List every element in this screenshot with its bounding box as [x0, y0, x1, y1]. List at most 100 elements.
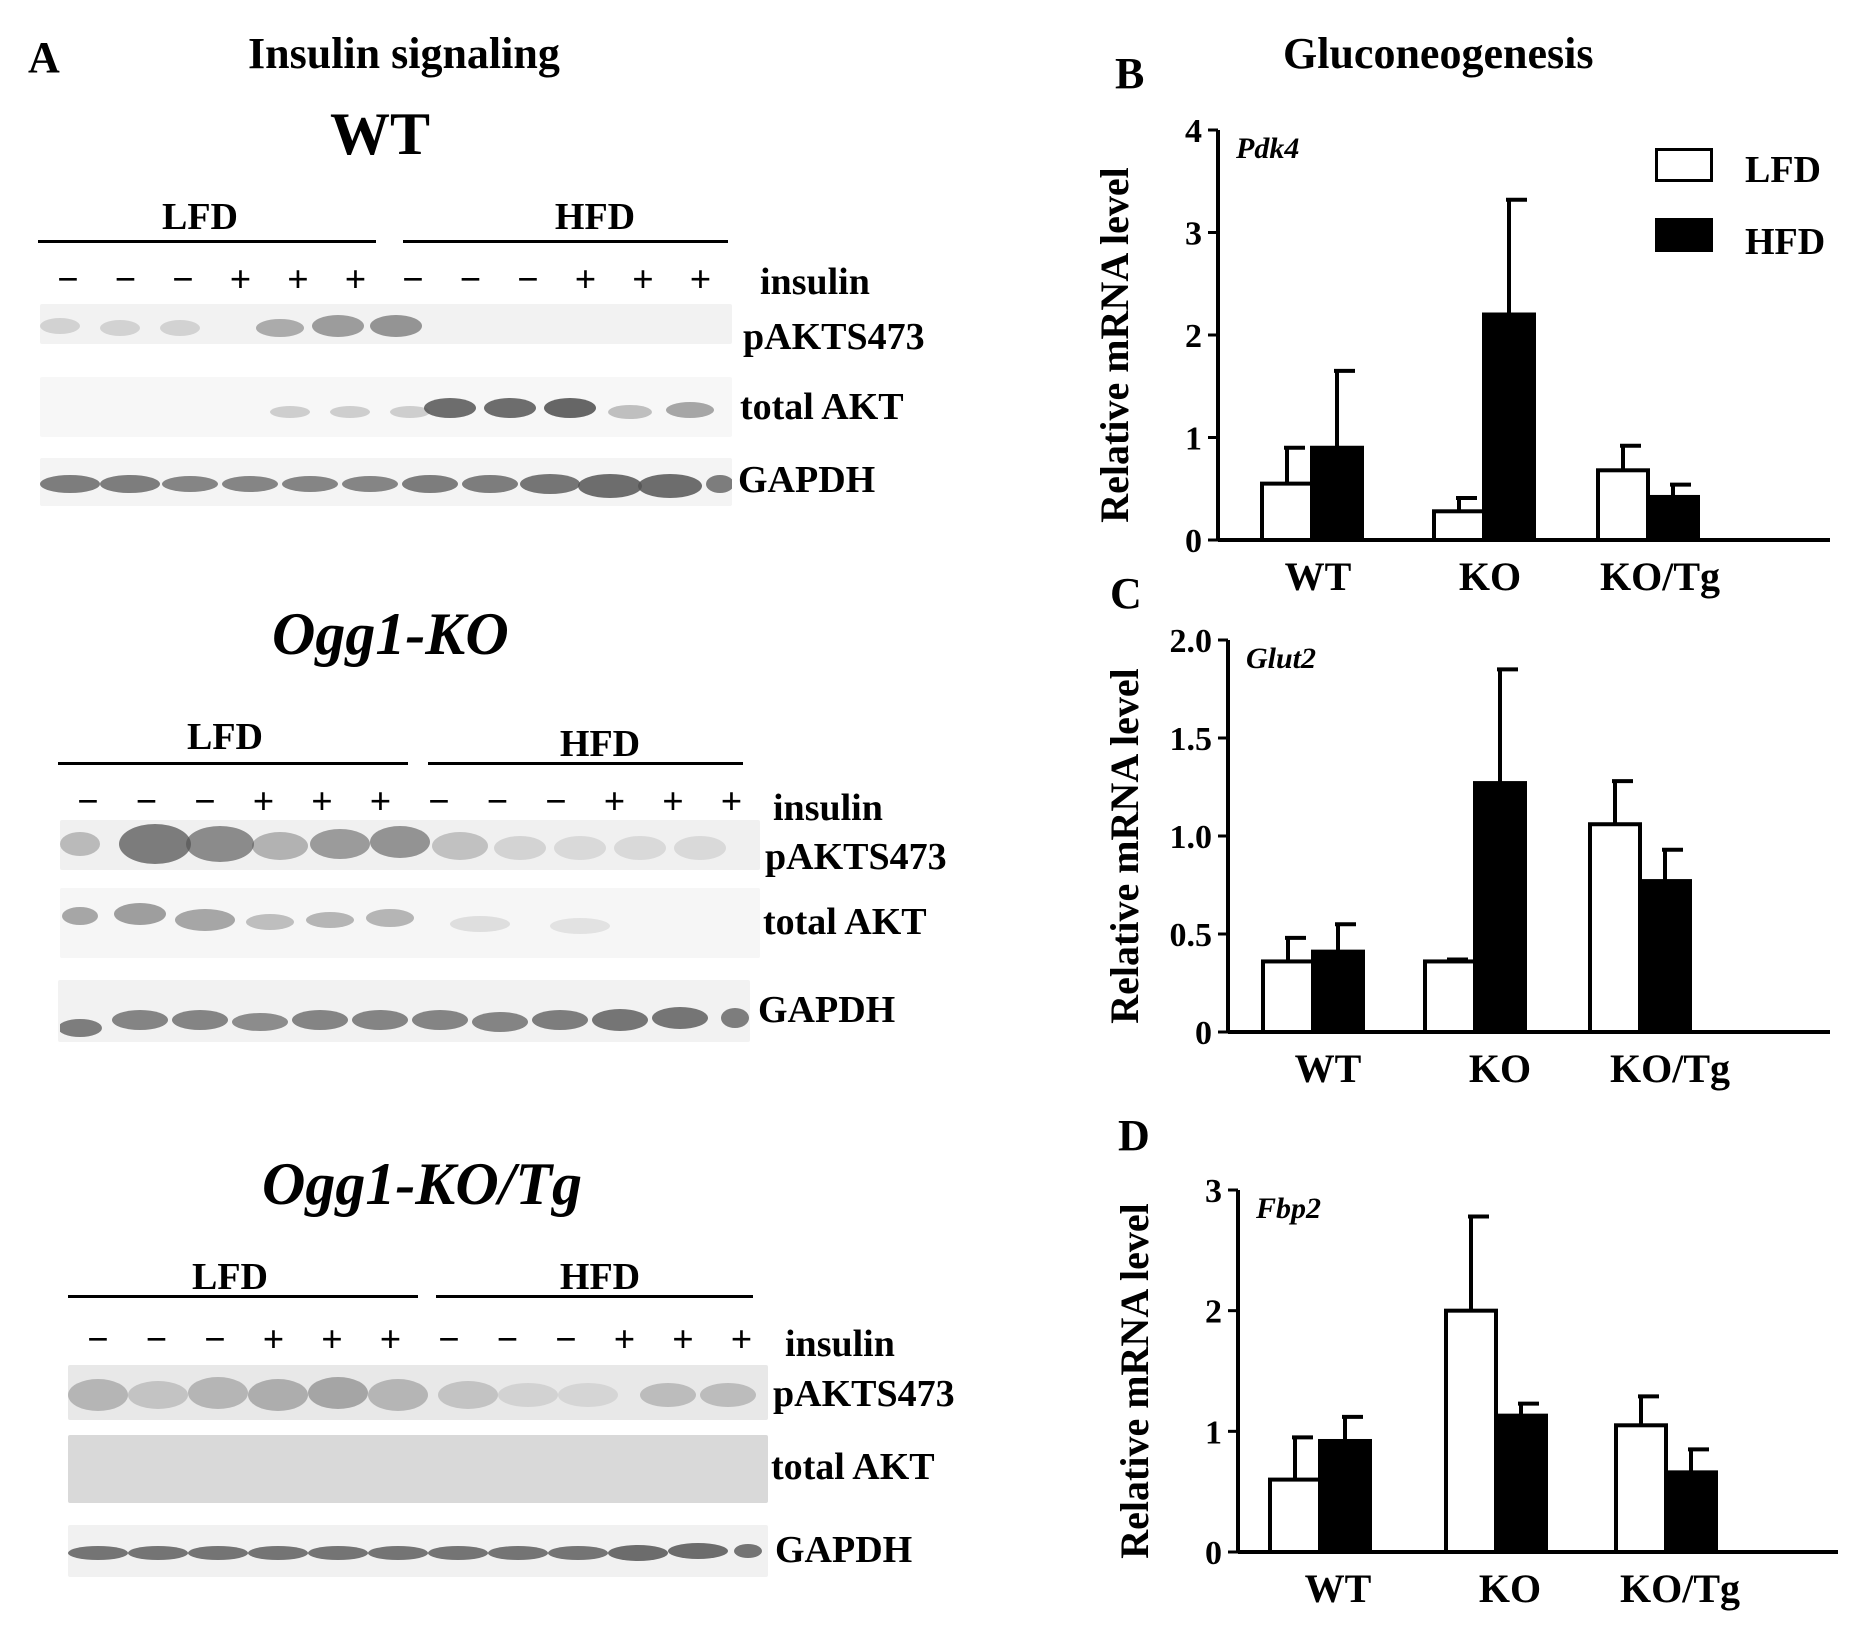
band [592, 1009, 648, 1031]
insulin-minus-sign: − [204, 1319, 226, 1361]
band [175, 909, 235, 931]
band [498, 1383, 558, 1407]
genotype-title: Ogg1-KO/Tg [262, 1151, 582, 1217]
band [638, 474, 702, 498]
bar-hfd [1482, 312, 1536, 542]
x-category-label: WT [1285, 554, 1352, 599]
band [330, 406, 370, 418]
row-label-total-akt: total AKT [763, 901, 927, 943]
legend-swatch-hfd [1655, 218, 1713, 252]
band [462, 475, 518, 493]
y-tick-label: 1.0 [1170, 819, 1213, 856]
row-label-pakts473: pAKTS473 [773, 1373, 955, 1415]
y-tick-label: 1 [1205, 1414, 1222, 1451]
insulin-plus-sign: + [613, 1319, 636, 1361]
insulin-plus-sign: + [311, 781, 333, 823]
bar-lfd [1588, 822, 1642, 1034]
band [60, 1019, 102, 1037]
x-category-label: KO [1479, 1566, 1541, 1611]
insulin-label: insulin [760, 261, 870, 303]
bar-lfd [1596, 468, 1650, 542]
insulin-plus-sign: + [287, 259, 309, 301]
band [282, 476, 338, 492]
band [484, 398, 536, 418]
band [472, 1012, 528, 1032]
row-label-total-akt: total AKT [771, 1446, 935, 1488]
band [366, 909, 414, 927]
band [674, 836, 726, 860]
insulin-minus-sign: − [87, 1319, 109, 1361]
genotype-title: Ogg1-KO [272, 601, 509, 667]
y-axis-label: Relative mRNA level [1102, 668, 1147, 1023]
band [520, 474, 580, 494]
band [60, 832, 100, 856]
band [494, 836, 546, 860]
row-label-pakts473: pAKTS473 [765, 836, 947, 878]
band [532, 1010, 588, 1030]
bar-hfd [1310, 445, 1364, 542]
y-tick-label: 2 [1185, 318, 1202, 355]
band [40, 318, 80, 334]
band [306, 912, 354, 928]
band [68, 1379, 128, 1411]
band [370, 826, 430, 858]
chart-panel-d: D 0 1 2 3 Relative mRNA level Fbp2 WT KO KO/Tg [1112, 1111, 1838, 1611]
y-tick-label: 4 [1185, 113, 1202, 150]
bar-lfd [1444, 1308, 1498, 1554]
insulin-minus-sign: − [428, 781, 450, 823]
band [256, 319, 304, 337]
band [721, 1008, 749, 1028]
bar-hfd [1311, 949, 1365, 1035]
group-label-hfd: HFD [559, 723, 641, 765]
insulin-plus-sign: + [632, 259, 654, 301]
legend-swatch-lfd [1655, 148, 1713, 182]
band [424, 398, 476, 418]
band [252, 832, 308, 860]
y-tick-label: 2 [1205, 1294, 1222, 1331]
band [100, 320, 140, 336]
band [608, 405, 652, 419]
insulin-minus-sign: − [402, 259, 424, 301]
insulin-plus-sign: + [672, 1319, 694, 1361]
row-label-gapdh: GAPDH [775, 1529, 913, 1571]
band [412, 1010, 468, 1030]
group-line-hfd [403, 240, 728, 243]
band [40, 475, 100, 493]
band [554, 836, 606, 860]
band [428, 1546, 488, 1560]
bar-hfd [1638, 879, 1692, 1035]
x-category-label: WT [1305, 1566, 1372, 1611]
band [550, 918, 610, 934]
band-layer-ogg1-ko [60, 824, 749, 1037]
band [342, 476, 398, 492]
insulin-minus-sign: − [486, 781, 509, 823]
band [128, 1546, 188, 1560]
insulin-minus-sign: − [77, 781, 99, 823]
band [292, 1010, 348, 1030]
insulin-label: insulin [785, 1323, 895, 1365]
x-category-label: KO/Tg [1610, 1046, 1730, 1091]
band [666, 402, 714, 418]
insulin-minus-sign: − [438, 1319, 460, 1361]
chart-panel-b: B 0 1 2 3 4 Relative mRNA level Pdk4 WT KO KO/Tg [1092, 49, 1830, 599]
band [246, 914, 294, 930]
band [172, 1010, 228, 1030]
gene-label: Glut2 [1246, 642, 1316, 675]
band [186, 826, 254, 862]
insulin-plus-sign: + [689, 259, 712, 301]
gene-label: Fbp2 [1255, 1192, 1321, 1225]
chart-panel-c: C 0 0.5 1.0 1.5 2.0 Relative mRNA level Glut2 WT… [1102, 569, 1830, 1091]
insulin-minus-sign: − [114, 259, 137, 301]
bar-lfd [1268, 1477, 1322, 1554]
y-tick-label: 2.0 [1170, 623, 1213, 660]
band [734, 1544, 762, 1558]
panel-letter: D [1118, 1111, 1150, 1160]
band [368, 1379, 428, 1411]
band [432, 832, 488, 860]
bar-lfd [1432, 509, 1486, 542]
insulin-plus-sign: + [730, 1319, 753, 1361]
panel-letter: C [1110, 569, 1142, 618]
insulin-plus-sign: + [321, 1319, 343, 1361]
band [544, 398, 596, 418]
band [450, 916, 510, 932]
